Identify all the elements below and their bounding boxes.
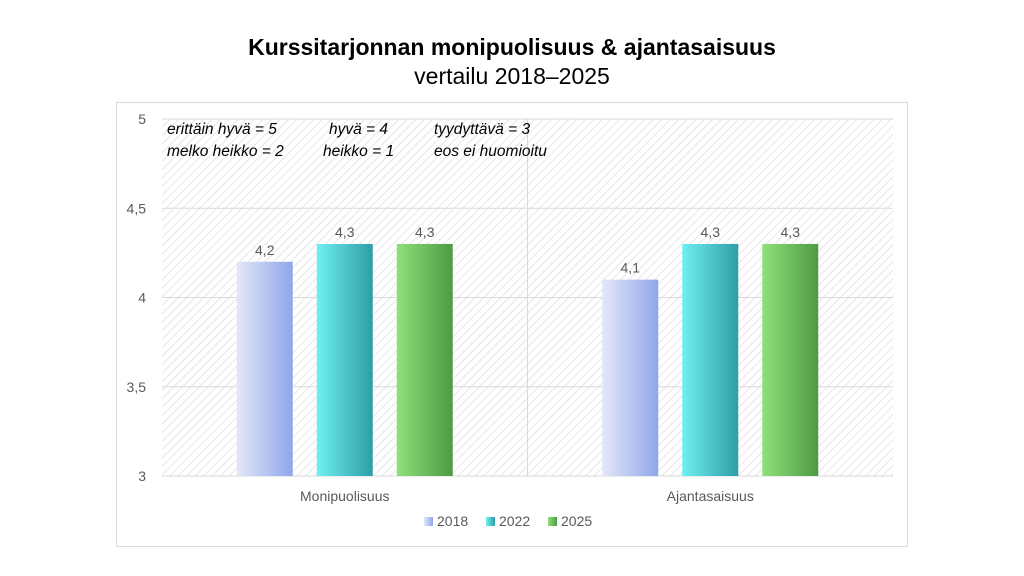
legend-label-2025: 2025	[561, 513, 592, 529]
bar-2022-monipuolisuus	[316, 243, 373, 476]
y-tick-label: 4	[138, 290, 146, 306]
data-label: 4,3	[415, 224, 435, 240]
bar-2018-monipuolisuus	[236, 261, 293, 476]
data-label: 4,3	[335, 224, 355, 240]
data-label: 4,1	[621, 260, 641, 276]
note-good: hyvä = 4	[329, 121, 389, 138]
legend-swatch-2022	[486, 517, 495, 526]
x-category-label: Ajantasaisuus	[667, 488, 754, 504]
chart-panel	[116, 102, 908, 547]
legend-label-2022: 2022	[499, 513, 530, 529]
x-category-label: Monipuolisuus	[300, 488, 390, 504]
legend-swatch-2018	[424, 517, 433, 526]
note-very-good: erittäin hyvä = 5	[167, 121, 277, 138]
chart-subtitle: vertailu 2018–2025	[414, 63, 610, 89]
y-tick-label: 3	[138, 468, 146, 484]
note-satisfactory: tyydyttävä = 3	[434, 121, 531, 138]
data-label: 4,3	[701, 224, 721, 240]
bar-2022-ajantasaisuus	[682, 243, 739, 476]
note-fairly-weak: melko heikko = 2	[167, 143, 284, 160]
bar-2025-ajantasaisuus	[762, 243, 819, 476]
bar-2025-monipuolisuus	[396, 243, 453, 476]
y-tick-label: 5	[138, 111, 146, 127]
y-tick-label: 3,5	[127, 379, 147, 395]
chart-title: Kurssitarjonnan monipuolisuus & ajantasa…	[248, 34, 776, 60]
note-weak: heikko = 1	[323, 143, 395, 160]
bar-2018-ajantasaisuus	[602, 279, 659, 476]
note-no-opinion: eos ei huomioitu	[434, 143, 547, 160]
legend-swatch-2025	[548, 517, 557, 526]
data-label: 4,3	[781, 224, 801, 240]
legend-label-2018: 2018	[437, 513, 468, 529]
y-tick-label: 4,5	[127, 200, 147, 216]
data-label: 4,2	[255, 242, 275, 258]
